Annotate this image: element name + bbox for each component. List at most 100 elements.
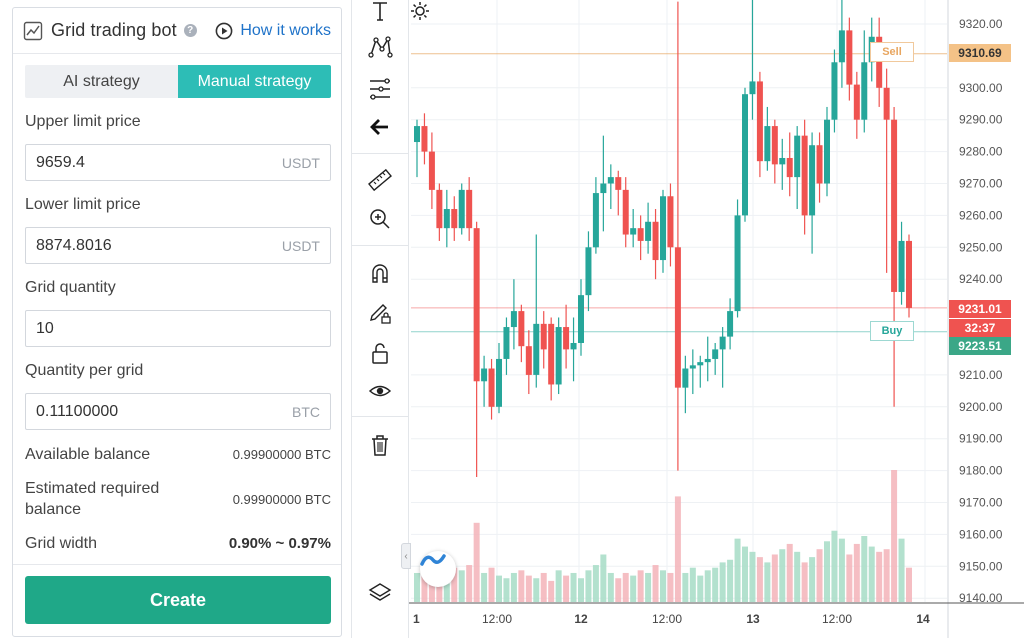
how-it-works-link[interactable]: How it works — [215, 22, 331, 40]
magnet-tool[interactable] — [352, 256, 408, 290]
lock-drawing-tool[interactable] — [352, 296, 408, 330]
buy-order-flag[interactable]: Buy — [870, 321, 914, 341]
candle-body — [771, 126, 778, 165]
volume-bar — [853, 543, 860, 602]
volume-bar — [689, 567, 696, 602]
visibility-tool[interactable] — [352, 374, 408, 408]
volume-bar — [630, 575, 637, 602]
candle-body — [443, 209, 450, 229]
volume-bar — [704, 570, 711, 602]
volume-bar — [667, 572, 674, 602]
volume-bar — [578, 578, 584, 602]
candle-body — [689, 365, 696, 369]
back-tool[interactable] — [352, 110, 408, 144]
candle-body — [756, 81, 763, 162]
volume-bar — [592, 565, 599, 602]
lower-limit-unit: USDT — [281, 237, 320, 254]
volume-bar — [816, 549, 823, 602]
candle-body — [414, 126, 420, 143]
layers-tool[interactable] — [352, 576, 408, 610]
candle-body — [421, 126, 428, 152]
candle-body — [496, 358, 502, 407]
quantity-per-grid-value: 0.11100000 — [36, 402, 119, 420]
back-arrow-icon — [370, 119, 388, 135]
volume-bar — [451, 567, 458, 602]
toolbar-separator — [352, 416, 408, 417]
volume-bar — [518, 570, 525, 602]
volume-bar — [801, 562, 808, 602]
tab-ai-strategy[interactable]: AI strategy — [25, 65, 178, 98]
volume-bar — [794, 551, 801, 602]
volume-bar — [682, 572, 689, 602]
gear-icon[interactable] — [409, 0, 431, 22]
sell-price-tag: 9310.69 — [949, 44, 1011, 62]
volume-bar — [749, 551, 756, 602]
x-tick-label: 1 — [413, 612, 420, 626]
unlock-tool[interactable] — [352, 336, 408, 370]
volume-bar — [563, 575, 570, 602]
volume-bar — [764, 562, 771, 602]
delete-tool[interactable] — [352, 428, 408, 462]
lower-limit-label: Lower limit price — [25, 196, 141, 213]
candle-body — [786, 157, 793, 178]
x-tick-label: 12 — [574, 612, 588, 626]
grid-width-value: 0.90% ~ 0.97% — [228, 535, 331, 552]
volume-bar — [607, 572, 614, 602]
y-tick-label: 9290.00 — [959, 113, 1003, 127]
volume-bar — [906, 567, 912, 602]
candle-body — [473, 228, 480, 382]
current-price-tag: 9231.01 — [949, 300, 1011, 318]
candle-body — [883, 87, 890, 120]
upper-limit-input[interactable]: 9659.4 USDT — [25, 144, 331, 181]
fib-icon — [370, 78, 390, 100]
y-tick-label: 9210.00 — [959, 368, 1003, 382]
candlestick-chart[interactable]: 9320.00 9300.00 9290.00 9280.00 9270.00 9260.… — [409, 0, 1024, 638]
volume-bar — [660, 570, 666, 602]
x-tick-label: 12:00 — [652, 612, 682, 626]
volume-bar — [622, 572, 629, 602]
toolbar-separator — [352, 245, 408, 246]
toolbar-separator — [352, 153, 408, 154]
trash-icon — [372, 435, 388, 456]
create-button[interactable]: Create — [25, 576, 331, 624]
volume-bar — [824, 541, 830, 602]
zoom-tool[interactable] — [352, 202, 408, 236]
zoom-in-icon — [370, 209, 390, 229]
candle-body — [742, 94, 748, 216]
pattern-icon — [368, 36, 393, 58]
grid-quantity-value: 10 — [36, 319, 54, 337]
magnet-icon — [372, 264, 388, 283]
candle-body — [898, 240, 905, 292]
exchange-logo[interactable] — [420, 551, 456, 587]
quantity-per-grid-unit: BTC — [292, 403, 320, 420]
volume-bar — [481, 572, 488, 602]
how-it-works-label: How it works — [240, 21, 331, 39]
sell-order-flag[interactable]: Sell — [870, 42, 914, 62]
volume-bar — [533, 578, 540, 602]
candle-body — [846, 30, 853, 85]
price-chart[interactable]: 9320.00 9300.00 9290.00 9280.00 9270.00 9260.… — [409, 0, 1024, 638]
volume-bar — [876, 551, 883, 602]
ruler-tool[interactable] — [352, 163, 408, 197]
tab-manual-strategy[interactable]: Manual strategy — [178, 65, 331, 98]
y-tick-label: 9280.00 — [959, 145, 1003, 159]
help-icon[interactable]: ? — [183, 24, 197, 37]
quantity-per-grid-label: Quantity per grid — [25, 362, 144, 379]
candle-body — [578, 295, 584, 343]
volume-bar — [883, 549, 890, 602]
collapse-panel-handle[interactable]: ‹ — [401, 543, 411, 569]
volume-bar — [414, 572, 420, 602]
candle-body — [563, 327, 570, 350]
lower-limit-input[interactable]: 8874.8016 USDT — [25, 227, 331, 264]
candle-body — [660, 196, 666, 261]
quantity-per-grid-input[interactable]: 0.11100000 BTC — [25, 393, 331, 430]
fib-tool[interactable] — [352, 72, 408, 106]
volume-bar — [652, 565, 659, 602]
pattern-tool[interactable] — [352, 30, 408, 64]
volume-bar — [488, 567, 495, 602]
candle-body — [436, 189, 443, 229]
text-tool[interactable] — [352, 0, 408, 28]
volume-bar — [697, 575, 704, 602]
grid-quantity-input[interactable]: 10 — [25, 310, 331, 347]
candle-body — [876, 36, 883, 88]
